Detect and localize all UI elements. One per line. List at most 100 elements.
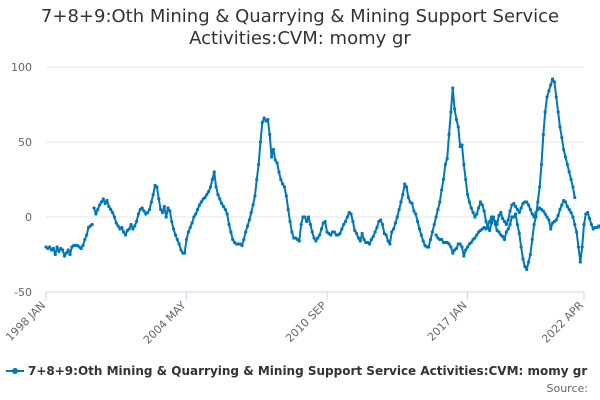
data-point — [534, 210, 538, 215]
data-point — [68, 252, 72, 257]
series-group — [44, 77, 600, 272]
data-point — [569, 210, 573, 215]
data-point — [512, 201, 516, 206]
data-point — [501, 216, 505, 221]
data-point — [486, 222, 490, 227]
data-point — [464, 177, 468, 182]
x-tick-label: 2022 APR — [539, 299, 586, 346]
data-point — [367, 242, 372, 246]
data-point — [410, 201, 414, 206]
data-point — [451, 86, 455, 90]
data-point — [258, 140, 263, 144]
data-point — [391, 227, 396, 231]
data-point — [61, 248, 65, 252]
data-point — [190, 221, 194, 225]
data-point — [519, 245, 523, 249]
data-point — [303, 215, 307, 219]
data-point — [57, 249, 61, 254]
data-point — [562, 147, 566, 152]
data-point — [580, 245, 584, 249]
data-point — [96, 207, 100, 212]
data-point — [414, 212, 418, 216]
data-point — [565, 162, 569, 167]
data-point — [526, 260, 531, 264]
data-point — [53, 252, 57, 257]
data-point — [528, 207, 532, 212]
data-point — [449, 245, 453, 249]
data-point — [560, 135, 564, 140]
data-point — [412, 209, 416, 213]
data-point — [515, 207, 520, 212]
data-point — [338, 231, 342, 236]
data-point — [262, 116, 266, 120]
data-point — [508, 222, 512, 227]
data-point — [460, 143, 464, 147]
data-point — [547, 89, 551, 93]
data-point — [345, 215, 349, 219]
data-point — [517, 210, 521, 215]
legend-swatch-icon — [6, 366, 24, 376]
data-point — [105, 198, 109, 203]
data-point — [229, 230, 233, 234]
data-point — [530, 212, 534, 216]
data-point — [428, 237, 433, 242]
chart-title-line-2: Activities:CVM: momy gr — [189, 28, 411, 49]
source-label: Source: — [546, 382, 589, 395]
data-point — [277, 170, 281, 174]
data-point — [269, 155, 274, 159]
chart-title: 7+8+9:Oth Mining & Quarrying & Mining Su… — [0, 6, 600, 50]
data-point — [384, 233, 388, 237]
data-point — [112, 215, 117, 219]
data-point — [539, 162, 544, 167]
data-point — [427, 245, 431, 249]
data-point — [379, 218, 383, 222]
data-point — [538, 185, 542, 189]
data-point — [90, 222, 94, 227]
data-point — [199, 200, 203, 204]
data-point — [436, 207, 440, 212]
data-point — [504, 222, 508, 227]
data-point — [484, 219, 488, 224]
data-point — [589, 222, 594, 227]
data-point — [225, 212, 229, 216]
data-point — [103, 201, 107, 206]
data-point — [312, 236, 316, 240]
x-tick-label: 1998 JAN — [3, 299, 48, 344]
data-point — [253, 194, 257, 198]
data-point — [397, 207, 401, 212]
data-point — [170, 219, 174, 224]
data-point — [451, 251, 455, 255]
data-point — [403, 182, 407, 186]
data-point — [556, 213, 560, 218]
y-tick-label: -50 — [14, 286, 32, 299]
legend[interactable]: 7+8+9:Oth Mining & Quarrying & Mining Su… — [6, 364, 596, 378]
data-point — [550, 77, 555, 81]
data-point — [62, 254, 67, 258]
data-point — [79, 246, 83, 251]
data-point — [55, 245, 59, 249]
data-point — [123, 233, 128, 237]
data-point — [306, 215, 311, 219]
data-point — [462, 254, 466, 258]
data-point — [416, 219, 420, 224]
data-point — [66, 248, 70, 252]
data-point — [406, 195, 410, 200]
data-point — [114, 221, 118, 225]
data-point — [393, 221, 398, 225]
data-point — [582, 222, 586, 227]
data-point — [186, 230, 190, 234]
data-point — [81, 243, 85, 248]
data-point — [171, 227, 176, 231]
data-point — [318, 233, 322, 237]
data-point — [98, 203, 102, 207]
series-line-segment-3 — [435, 199, 600, 263]
data-point — [216, 192, 220, 197]
data-point — [469, 240, 473, 245]
data-point — [99, 200, 104, 204]
data-point — [554, 218, 558, 222]
data-point — [297, 239, 301, 243]
data-point — [441, 177, 446, 182]
data-point — [227, 222, 231, 227]
data-point — [329, 233, 333, 237]
data-point — [447, 242, 451, 246]
